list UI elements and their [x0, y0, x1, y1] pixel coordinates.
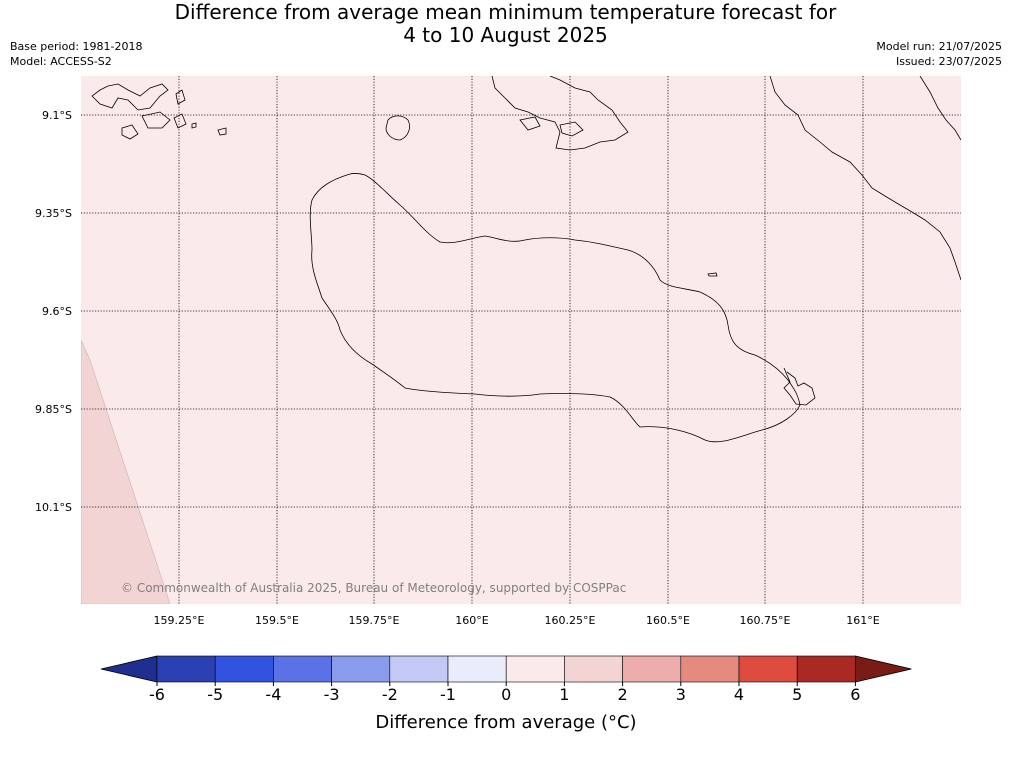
russell-islet-f	[191, 122, 197, 129]
florida-islands-coastline	[491, 76, 629, 151]
lat-label: 9.6°S	[42, 305, 72, 318]
colorbar-tick-label: -3	[324, 685, 340, 704]
title-line1: Difference from average mean minimum tem…	[174, 0, 837, 24]
colorbar-segment	[389, 655, 449, 683]
lat-label: 10.1°S	[35, 501, 72, 514]
colorbar-segment	[447, 655, 507, 683]
islet-east	[707, 272, 718, 277]
lat-label: 9.35°S	[35, 207, 72, 220]
florida-islet-a	[519, 116, 541, 131]
model-label: Model: ACCESS-S2	[10, 55, 112, 68]
title-line2: 4 to 10 August 2025	[403, 23, 608, 47]
lat-label: 9.85°S	[35, 403, 72, 416]
model-run-label: Model run: 21/07/2025	[876, 40, 1002, 53]
colorbar-tick-label: -4	[265, 685, 281, 704]
lon-label: 160.75°E	[740, 614, 791, 627]
map-area	[81, 76, 961, 604]
lon-label: 160°E	[455, 614, 488, 627]
anomaly-region-1-2	[81, 339, 171, 604]
colorbar-tick-label: 6	[850, 685, 860, 704]
base-period-label: Base period: 1981-2018	[10, 40, 143, 53]
colorbar-tick-label: 2	[618, 685, 628, 704]
colorbar	[100, 655, 912, 686]
malaita-coastline	[769, 76, 961, 281]
colorbar-segment	[622, 655, 682, 683]
colorbar-title: Difference from average (°C)	[375, 712, 636, 733]
russell-islet-e	[217, 127, 227, 136]
lon-label: 160.5°E	[646, 614, 690, 627]
colorbar-tick-label: 0	[501, 685, 511, 704]
colorbar-tick-label: -6	[149, 685, 165, 704]
colorbar-tick-label: 4	[734, 685, 744, 704]
colorbar-segment	[680, 655, 740, 683]
colorbar-tick-label: -5	[207, 685, 223, 704]
lon-label: 159.5°E	[255, 614, 299, 627]
colorbar-tick-label: 5	[792, 685, 802, 704]
colorbar-segment	[738, 655, 798, 683]
russell-islet-a	[121, 124, 139, 140]
graticule	[81, 76, 961, 604]
colorbar-extend-high	[855, 655, 912, 683]
issued-label: Issued: 23/07/2025	[895, 55, 1002, 68]
copyright-text: © Commonwealth of Australia 2025, Bureau…	[121, 581, 626, 595]
florida-islet-b	[559, 121, 584, 137]
malaita-coastline-north	[919, 76, 961, 141]
lat-label: 9.1°S	[42, 109, 72, 122]
lon-label: 159.25°E	[154, 614, 205, 627]
islet-north	[385, 115, 410, 141]
colorbar-segment	[505, 655, 565, 683]
lon-label: 161°E	[846, 614, 879, 627]
colorbar-tick-label: 3	[676, 685, 686, 704]
russell-islands-coastline	[91, 83, 169, 111]
colorbar-extend-low	[100, 655, 158, 683]
russell-islet-b	[141, 111, 171, 129]
colorbar-segment	[273, 655, 332, 683]
colorbar-tick-label: -2	[382, 685, 398, 704]
colorbar-segment	[331, 655, 391, 683]
colorbar-segment	[214, 655, 274, 683]
coastlines	[91, 76, 961, 443]
russell-islet-d	[175, 89, 186, 105]
guadalcanal-coastline	[309, 172, 801, 443]
colorbar-tick-label: -1	[440, 685, 456, 704]
lon-label: 159.75°E	[349, 614, 400, 627]
colorbar-segment	[796, 655, 856, 683]
colorbar-segment	[564, 655, 623, 683]
lon-label: 160.25°E	[545, 614, 596, 627]
colorbar-segment	[156, 655, 216, 683]
colorbar-tick-label: 1	[559, 685, 569, 704]
marau-detail	[783, 367, 816, 406]
